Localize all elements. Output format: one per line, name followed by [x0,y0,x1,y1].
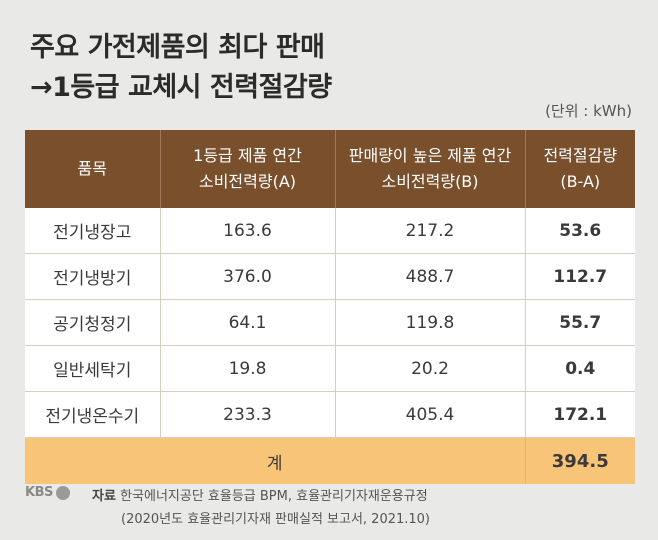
row-value-diff: 55.7 [525,299,635,346]
total-label: 계 [25,437,526,484]
header-item: 품목 [25,130,161,208]
row-value-b: 217.2 [335,208,526,254]
header-a-line-2: 소비전력량(A) [198,172,297,191]
row-value-a: 64.1 [160,299,336,346]
table-row: 전기냉장고 163.6 217.2 53.6 [25,208,635,254]
row-value-b: 488.7 [335,253,526,300]
data-table: 품목 1등급 제품 연간 소비전력량(A) 판매량이 높은 제품 연간 소비전력… [25,130,635,484]
header-item-label: 품목 [77,159,107,178]
row-name: 전기냉온수기 [25,391,161,438]
header-a-line-1: 1등급 제품 연간 [193,146,302,165]
header-diff-line-1: 전력절감량 [543,146,618,165]
header-a: 1등급 제품 연간 소비전력량(A) [160,130,336,208]
kbs-logo-disc-icon [55,485,70,500]
row-value-b: 119.8 [335,299,526,346]
table-row: 전기냉방기 376.0 488.7 112.7 [25,253,635,300]
row-value-a: 163.6 [160,208,336,254]
row-value-b: 405.4 [335,391,526,438]
source-label: 자료 [92,489,116,504]
source-text: 한국에너지공단 효율등급 BPM, 효율관리기자재운용규정 [120,489,428,504]
row-value-a: 376.0 [160,253,336,300]
row-value-diff: 172.1 [525,391,635,438]
header-b-line-1: 판매량이 높은 제품 연간 [348,146,512,165]
title-line-1: 주요 가전제품의 최다 판매 [30,32,325,63]
row-name: 일반세탁기 [25,345,161,392]
source-line-2: (2020년도 효율관리기자재 판매실적 보고서, 2021.10) [121,512,431,527]
row-value-a: 233.3 [160,391,336,438]
total-value: 394.5 [525,437,635,484]
row-name: 공기청정기 [25,299,161,346]
header-b: 판매량이 높은 제품 연간 소비전력량(B) [335,130,526,208]
kbs-logo: KBS [25,485,70,500]
table-row: 일반세탁기 19.8 20.2 0.4 [25,345,635,392]
table-row: 공기청정기 64.1 119.8 55.7 [25,299,635,346]
row-name: 전기냉장고 [25,208,161,254]
header-diff: 전력절감량 (B-A) [525,130,635,208]
table-row: 전기냉온수기 233.3 405.4 172.1 [25,391,635,438]
unit-label: (단위 : kWh) [545,102,632,120]
row-name: 전기냉방기 [25,253,161,300]
row-value-a: 19.8 [160,345,336,392]
row-value-diff: 0.4 [525,345,635,392]
row-value-b: 20.2 [335,345,526,392]
header-diff-line-2: (B-A) [560,172,601,191]
table-header-row: 품목 1등급 제품 연간 소비전력량(A) 판매량이 높은 제품 연간 소비전력… [25,130,635,208]
title-line-2: →1등급 교체시 전력절감량 [30,72,332,103]
source-line: 자료 한국에너지공단 효율등급 BPM, 효율관리기자재운용규정 [92,485,428,504]
header-b-line-2: 소비전력량(B) [381,172,479,191]
total-row: 계 394.5 [25,437,635,484]
kbs-logo-text: KBS [25,485,53,500]
row-value-diff: 53.6 [525,208,635,254]
row-value-diff: 112.7 [525,253,635,300]
page-title: 주요 가전제품의 최다 판매 →1등급 교체시 전력절감량 [30,28,332,108]
